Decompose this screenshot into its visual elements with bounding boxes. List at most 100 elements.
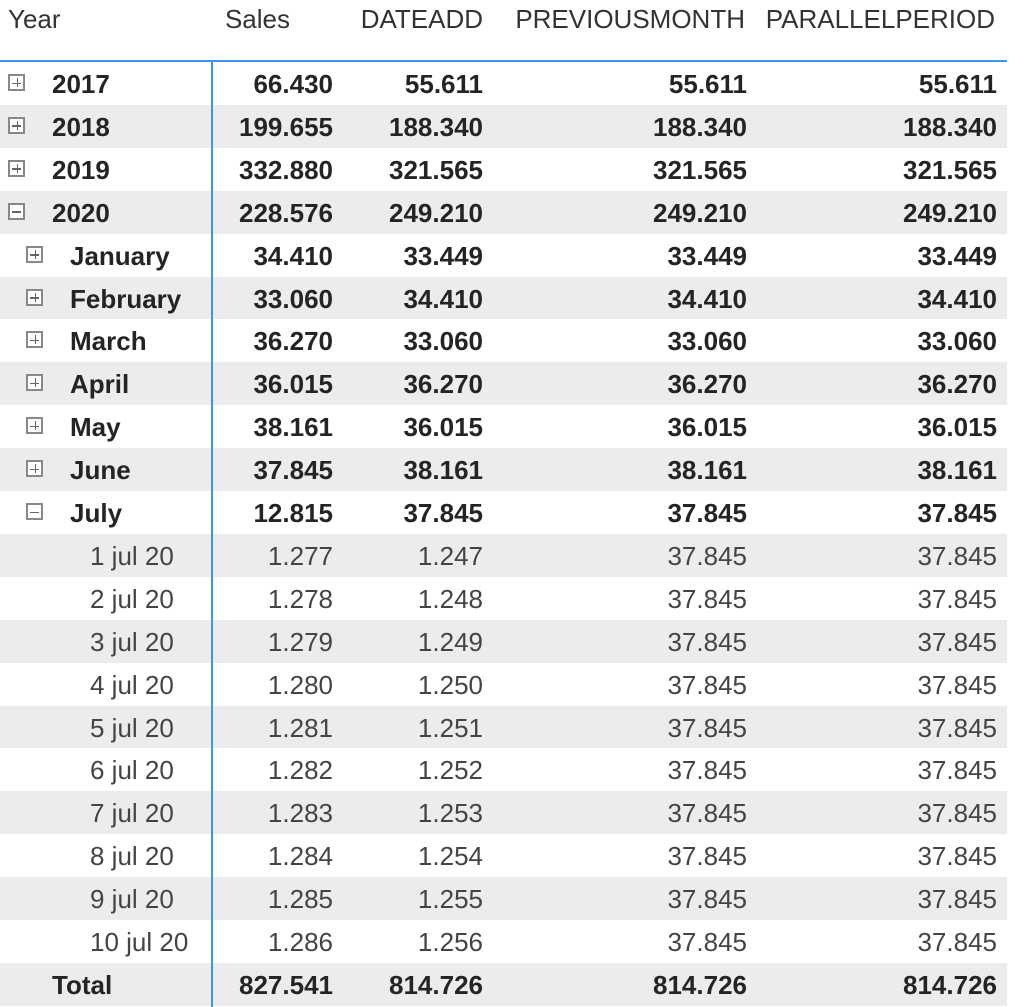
row-label: April [70,369,130,400]
cell-parallelperiod: 37.845 [917,755,997,786]
cell-previousmonth: 249.210 [653,197,747,228]
cell-parallelperiod: 37.845 [917,669,997,700]
cell-previousmonth: 37.845 [667,669,747,700]
header-sales[interactable]: Sales [224,4,290,34]
expand-icon[interactable] [8,159,25,177]
cell-previousmonth: 37.845 [667,755,747,786]
table-row: 5 jul 20 1.281 1.251 37.845 37.845 [0,705,1007,749]
row-label: 7 jul 20 [90,798,174,829]
cell-parallelperiod: 37.845 [917,884,997,915]
table-row: 2 jul 20 1.278 1.248 37.845 37.845 [0,577,1007,620]
cell-parallelperiod: 37.845 [917,498,997,528]
cell-previousmonth: 33.060 [667,326,747,357]
cell-previousmonth: 188.340 [653,111,747,142]
header-year[interactable]: Year [8,4,61,34]
cell-sales: 38.161 [253,412,333,443]
cell-previousmonth: 37.845 [667,583,747,614]
cell-sales: 33.060 [253,283,333,314]
row-label: 8 jul 20 [90,841,174,872]
cell-dateadd: 38.161 [403,455,483,486]
table-row: May 38.161 36.015 36.015 36.015 [0,405,1007,448]
cell-dateadd: 1.254 [417,841,483,872]
cell-sales: 1.279 [267,626,333,657]
matrix-header: Year Sales DATEADD PREVIOUSMONTH PARALLE… [0,0,1007,62]
cell-parallelperiod: 37.845 [917,798,997,829]
cell-sales: 1.282 [267,755,333,786]
cell-sales: 1.285 [267,884,333,915]
row-label: March [70,326,147,357]
table-row: 7 jul 20 1.283 1.253 37.845 37.845 [0,791,1007,835]
cell-dateadd: 37.845 [403,498,483,528]
cell-parallelperiod: 33.060 [917,326,997,357]
expand-icon[interactable] [8,116,25,134]
cell-parallelperiod: 37.845 [917,927,997,957]
expand-icon[interactable] [26,417,43,435]
row-label: 6 jul 20 [90,755,174,786]
collapse-icon[interactable] [8,202,25,220]
expand-icon[interactable] [26,245,43,263]
expand-icon[interactable] [26,374,43,392]
cell-previousmonth: 321.565 [653,154,747,185]
cell-parallelperiod: 38.161 [917,455,997,486]
cell-sales: 1.277 [267,540,333,571]
row-label: 2020 [52,197,110,228]
cell-dateadd: 1.250 [417,669,483,700]
row-label: 2019 [52,154,110,185]
cell-dateadd: 249.210 [389,197,483,228]
table-row: January 34.410 33.449 33.449 33.449 [0,234,1007,277]
cell-parallelperiod: 814.726 [903,969,997,1000]
row-label: June [70,455,131,486]
header-dateadd[interactable]: DATEADD [360,4,483,34]
cell-previousmonth: 37.845 [667,498,747,528]
table-row: March 36.270 33.060 33.060 33.060 [0,319,1007,362]
cell-dateadd: 33.060 [403,326,483,357]
cell-parallelperiod: 321.565 [903,154,997,185]
cell-previousmonth: 34.410 [667,283,747,314]
table-row: 2020 228.576 249.210 249.210 249.210 [0,190,1007,234]
cell-sales: 36.015 [253,369,333,400]
cell-parallelperiod: 37.845 [917,540,997,571]
expand-icon[interactable] [26,288,43,306]
cell-parallelperiod: 33.449 [917,240,997,271]
expand-icon[interactable] [8,74,25,91]
table-row: 3 jul 20 1.279 1.249 37.845 37.845 [0,619,1007,663]
cell-parallelperiod: 34.410 [917,283,997,314]
table-row: July 12.815 37.845 37.845 37.845 [0,491,1007,534]
table-row: 8 jul 20 1.284 1.254 37.845 37.845 [0,834,1007,877]
header-previousmonth[interactable]: PREVIOUSMONTH [515,4,745,34]
cell-dateadd: 1.249 [417,626,483,657]
table-row: 10 jul 20 1.286 1.256 37.845 37.845 [0,920,1007,963]
table-row: 6 jul 20 1.282 1.252 37.845 37.845 [0,748,1007,791]
cell-sales: 1.281 [267,712,333,743]
cell-parallelperiod: 37.845 [917,626,997,657]
row-label: 2 jul 20 [90,583,174,614]
cell-parallelperiod: 36.270 [917,369,997,400]
cell-dateadd: 1.248 [417,583,483,614]
cell-previousmonth: 37.845 [667,841,747,872]
cell-sales: 37.845 [253,455,333,486]
column-divider [211,60,213,1007]
cell-previousmonth: 38.161 [667,455,747,486]
row-label: January [70,240,170,271]
header-parallelperiod[interactable]: PARALLELPERIOD [765,4,995,34]
table-row: 9 jul 20 1.285 1.255 37.845 37.845 [0,877,1007,920]
table-row: 2019 332.880 321.565 321.565 321.565 [0,148,1007,191]
total-row: Total 827.541 814.726 814.726 814.726 [0,962,1007,1006]
cell-dateadd: 34.410 [403,283,483,314]
collapse-icon[interactable] [26,503,43,520]
table-row: April 36.015 36.270 36.270 36.270 [0,362,1007,406]
cell-dateadd: 188.340 [389,111,483,142]
cell-dateadd: 1.256 [417,927,483,957]
cell-dateadd: 55.611 [404,69,483,99]
row-label: 3 jul 20 [90,626,174,657]
cell-previousmonth: 37.845 [667,927,747,957]
cell-previousmonth: 37.845 [667,712,747,743]
row-label: 4 jul 20 [90,669,174,700]
cell-parallelperiod: 36.015 [917,412,997,443]
cell-parallelperiod: 249.210 [903,197,997,228]
cell-sales: 12.815 [253,498,333,528]
expand-icon[interactable] [26,460,43,478]
expand-icon[interactable] [26,331,43,349]
cell-dateadd: 1.253 [417,798,483,829]
table-row: 1 jul 20 1.277 1.247 37.845 37.845 [0,533,1007,577]
